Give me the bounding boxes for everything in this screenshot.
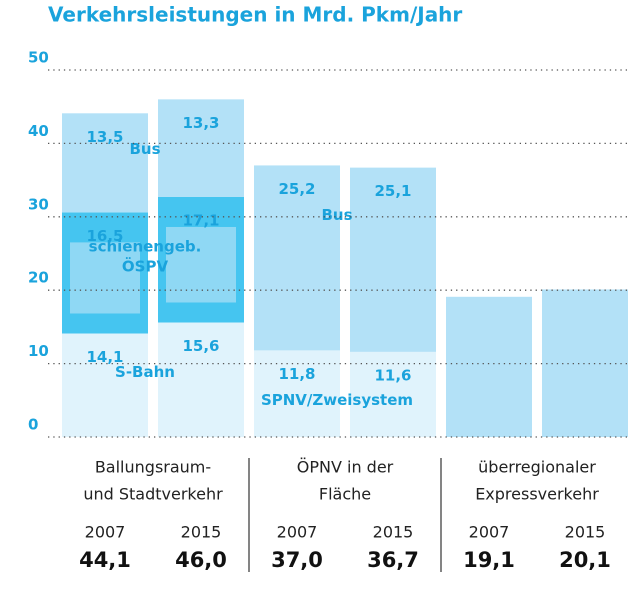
segment-label: 17,1 [182,211,219,229]
bar-segment [254,350,340,437]
segment-name: Bus [321,206,352,224]
y-tick-label: 40 [28,122,49,140]
segment-name: schienengeb. [89,237,202,255]
segment-label: 11,6 [374,366,411,384]
segment-inset [70,242,140,314]
bar-segment [350,351,436,437]
year-label: 2007 [85,523,126,542]
segment-name: Bus [129,140,160,158]
bar-segment [542,289,628,437]
bar-segment [158,99,244,197]
bar-segment [158,322,244,437]
year-label: 2007 [469,523,510,542]
segment-name: SPNV/Zweisystem [261,391,413,409]
group-label: ÖPNV in der [297,458,394,477]
bar-segment [446,296,532,437]
bar-segment [62,113,148,213]
total-label: 44,1 [79,548,131,572]
group-label: Fläche [319,485,371,504]
bar-segment [254,165,340,351]
y-tick-label: 20 [28,269,49,287]
chart-title: Verkehrsleistungen in Mrd. Pkm/Jahr [48,3,462,27]
group-label: und Stadtverkehr [83,485,223,504]
total-label: 19,1 [463,548,515,572]
segment-inset [166,226,236,303]
segment-label: 13,3 [182,114,219,132]
group-label: überregionaler [478,458,596,477]
segment-label: 25,1 [374,182,411,200]
y-tick-label: 50 [28,49,49,67]
segment-name: ÖSPV [122,256,169,275]
year-label: 2015 [565,523,606,542]
year-label: 2007 [277,523,318,542]
bar-segment [350,167,436,352]
y-tick-label: 30 [28,195,49,213]
segment-label: 14,1 [86,348,123,366]
year-label: 2015 [181,523,222,542]
segment-label: 13,5 [86,128,123,146]
total-label: 20,1 [559,548,611,572]
group-label: Ballungsraum- [95,458,211,477]
segment-label: 11,8 [278,365,315,383]
total-label: 36,7 [367,548,419,572]
segment-label: 16,5 [86,227,123,245]
total-label: 37,0 [271,548,323,572]
segment-label: 25,2 [278,180,315,198]
y-tick-label: 0 [28,416,38,434]
total-label: 46,0 [175,548,227,572]
segment-label: 15,6 [182,337,219,355]
y-tick-label: 10 [28,342,49,360]
bar-segment [62,333,148,437]
year-label: 2015 [373,523,414,542]
segment-name: S-Bahn [115,363,175,381]
group-label: Expressverkehr [475,485,599,504]
